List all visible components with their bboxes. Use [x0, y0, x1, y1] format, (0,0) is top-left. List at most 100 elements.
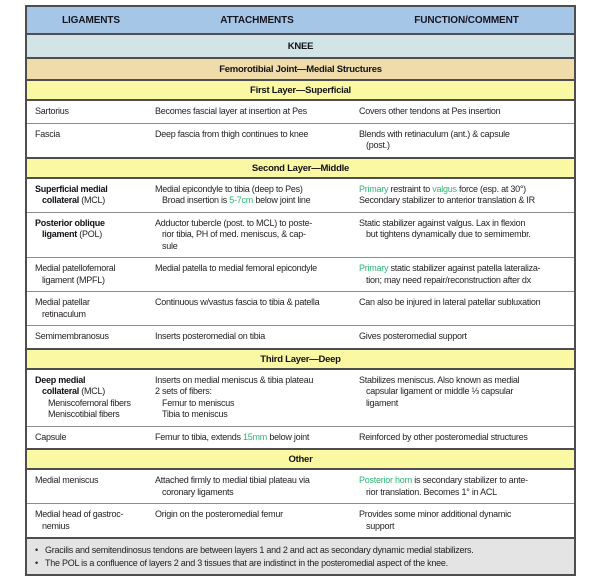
text-line: Adductor tubercle (post. to MCL) to post… [155, 217, 313, 228]
column-header-function: FUNCTION/COMMENT [414, 15, 519, 26]
cell-function: Blends with retinaculum (ant.) & capsule… [359, 124, 574, 157]
column-header-attachments: ATTACHMENTS [220, 15, 294, 26]
cell-function: Stabilizes meniscus. Also known as media… [359, 370, 574, 426]
text-line: sule [162, 240, 178, 251]
footnote-text: The POL is a confluence of layers 2 and … [45, 557, 448, 568]
text-line: Femur to meniscus [162, 397, 235, 408]
cell-function: Posterior horn is secondary stabilizer t… [359, 470, 574, 503]
section-header-row: Femorotibial Joint—Medial Structures [27, 57, 574, 79]
column-header-ligaments: LIGAMENTS [62, 15, 120, 26]
text-line: ligament (MPFL) [42, 274, 105, 285]
text-line: capsular ligament or middle ⅓ capsular [366, 386, 514, 396]
cell-attachment: Continuous w/vastus fascia to tibia & pa… [155, 292, 359, 325]
cell-ligament: Medial meniscus [27, 470, 155, 503]
footnote-text: Gracilis and semitendinosus tendons are … [45, 545, 474, 555]
section-header-row: Second Layer—Middle [27, 156, 574, 177]
table-header-row: LIGAMENTS ATTACHMENTS FUNCTION/COMMENT [27, 7, 574, 33]
table-row: Medial patellar retinaculum Continuous w/v… [27, 291, 574, 325]
cell-attachment: Adductor tubercle (post. to MCL) to post… [155, 213, 359, 258]
text-line: Broad insertion is 5-7cm below joint lin… [162, 195, 311, 205]
text-line: tion; may need repair/reconstruction aft… [366, 274, 531, 285]
text-line: Deep fascia from thigh continues to knee [155, 128, 309, 139]
cell-function: Provides some minor additional dynamic su… [359, 504, 574, 537]
text-line: Fascia [35, 128, 61, 139]
knee-ligaments-table: LIGAMENTS ATTACHMENTS FUNCTION/COMMENT K… [25, 5, 576, 576]
text-line: collateral (MCL) [42, 386, 106, 396]
cell-attachment: Attached firmly to medial tibial plateau… [155, 470, 359, 503]
cell-ligament: Fascia [27, 124, 155, 157]
cell-ligament: Deep medial collateral (MCL) Meniscofemora… [27, 370, 155, 426]
cell-ligament: Medial patellofemoral ligament (MPFL) [27, 258, 155, 291]
text-line: Sartorius [35, 106, 69, 116]
cell-ligament: Medial head of gastroc-nemius [27, 504, 155, 537]
cell-ligament: Capsule [27, 427, 155, 449]
text-line: retinaculum [42, 308, 86, 319]
footnotes: • Gracilis and semitendinosus tendons ar… [27, 537, 574, 574]
text-line: rior tibia, PH of med. meniscus, & cap- [162, 229, 306, 239]
cell-function: Primary restraint to valgus force (esp. … [359, 179, 574, 212]
cell-attachment: Femur to tibia, extends 15mm below joint [155, 427, 359, 449]
cell-function: Primary static stabilizer against patell… [359, 258, 574, 291]
text-line: Primary static stabilizer against patell… [359, 263, 541, 273]
table-row: Sartorius Becomes fascial layer at insert… [27, 99, 574, 123]
section-header-row: KNEE [27, 33, 574, 57]
text-line: Meniscotibial fibers [48, 409, 120, 419]
text-line: Becomes fascial layer at insertion at Pe… [155, 106, 307, 116]
table-row: Superficial medial collateral (MCL) Medial… [27, 176, 574, 212]
text-line: Medial head of gastroc- [35, 509, 124, 519]
text-line: Attached firmly to medial tibial plateau… [155, 475, 310, 485]
cell-attachment: Becomes fascial layer at insertion at Pe… [155, 101, 359, 123]
table-row: Medial head of gastroc-nemius Origin on t… [27, 503, 574, 537]
bullet-icon: • [35, 545, 38, 555]
text-line: Deep medial [35, 374, 86, 385]
table-body: KNEE Femorotibial Joint—Medial Structures… [27, 33, 574, 537]
cell-attachment: Origin on the posteromedial femur [155, 504, 359, 537]
text-line: 2 sets of fibers: [155, 386, 212, 396]
text-line: Medial patellar [35, 297, 90, 307]
table-row: Capsule Femur to tibia, extends 15mm belo… [27, 425, 574, 449]
cell-function: Reinforced by other posteromedial struct… [359, 427, 574, 449]
text-line: Medial meniscus [35, 475, 99, 485]
cell-function: Gives posteromedial support [359, 326, 574, 348]
section-header-row: Third Layer—Deep [27, 347, 574, 368]
table-row: Fascia Deep fascia from thigh continues t… [27, 122, 574, 157]
cell-attachment: Inserts posteromedial on tibia [155, 326, 359, 348]
text-line: but tightens dynamically due to semimemb… [366, 229, 531, 239]
cell-attachment: Medial epicondyle to tibia (deep to Pes)… [155, 179, 359, 212]
text-line: ligament (POL) [42, 229, 103, 239]
table-row: Deep medial collateral (MCL) Meniscofemora… [27, 367, 574, 426]
text-line: Primary restraint to valgus force (esp. … [359, 183, 526, 194]
text-line: Medial epicondyle to tibia (deep to Pes) [155, 183, 303, 194]
text-line: Provides some minor additional dynamic [359, 509, 512, 519]
text-line: collateral (MCL) [42, 195, 106, 205]
cell-ligament: Posterior oblique ligament (POL) [27, 213, 155, 258]
text-line: Femur to tibia, extends 15mm below joint [155, 431, 310, 442]
text-line: Inserts on medial meniscus & tibia plate… [155, 374, 314, 385]
cell-attachment: Inserts on medial meniscus & tibia plate… [155, 370, 359, 426]
text-line: coronary ligaments [162, 486, 234, 497]
table-row: Medial meniscus Attached firmly to medial… [27, 468, 574, 503]
footnote: • Gracilis and semitendinosus tendons ar… [35, 544, 568, 557]
text-line: (post.) [366, 140, 390, 150]
text-line: ligament [366, 397, 399, 408]
cell-attachment: Deep fascia from thigh continues to knee [155, 124, 359, 157]
text-line: Blends with retinaculum (ant.) & capsule [359, 128, 510, 139]
text-line: Can also be injured in lateral patellar … [359, 297, 541, 307]
cell-function: Can also be injured in lateral patellar … [359, 292, 574, 325]
text-line: Secondary stabilizer to anterior transla… [359, 195, 535, 205]
text-line: Continuous w/vastus fascia to tibia & pa… [155, 297, 320, 307]
footnote: • The POL is a confluence of layers 2 an… [35, 557, 568, 570]
bullet-icon: • [35, 557, 38, 568]
text-line: Posterior oblique [35, 217, 105, 228]
table-row: Posterior oblique ligament (POL) Adductor … [27, 211, 574, 258]
cell-attachment: Medial patella to medial femoral epicond… [155, 258, 359, 291]
text-line: nemius [42, 520, 70, 531]
text-line: rior translation. Becomes 1° in ACL [366, 486, 497, 497]
cell-function: Static stabilizer against valgus. Lax in… [359, 213, 574, 258]
text-line: Reinforced by other posteromedial struct… [359, 431, 528, 442]
text-line: Semimembranosus [35, 331, 109, 341]
text-line: Covers other tendons at Pes insertion [359, 106, 501, 116]
section-header-row: First Layer—Superficial [27, 79, 574, 99]
text-line: Capsule [35, 431, 67, 442]
